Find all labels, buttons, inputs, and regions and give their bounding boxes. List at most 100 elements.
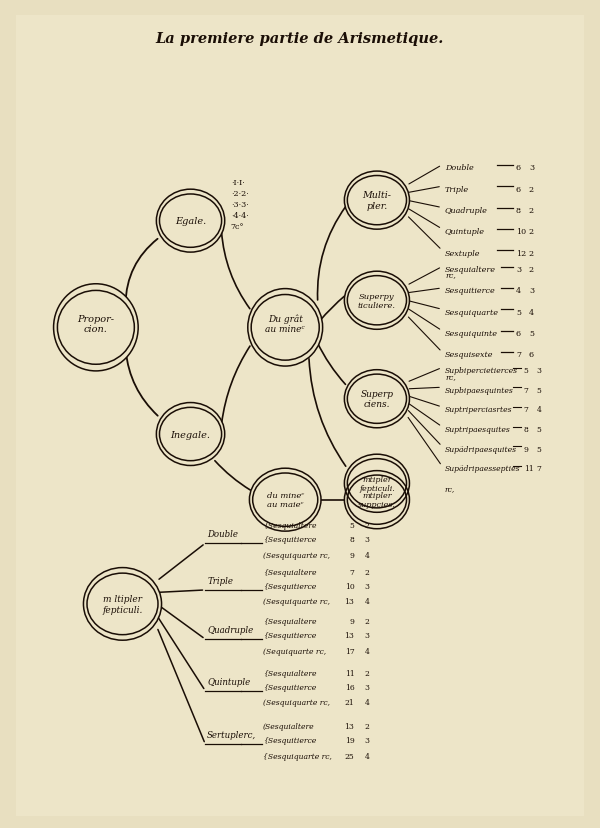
Text: 2: 2	[364, 568, 370, 576]
Text: 2: 2	[364, 669, 370, 677]
Text: rc,: rc,	[445, 271, 456, 279]
Text: {Sesquialtere: {Sesquialtere	[263, 568, 316, 576]
Ellipse shape	[83, 568, 161, 640]
Text: 4: 4	[364, 752, 370, 760]
Text: 19: 19	[344, 736, 355, 744]
Text: 17: 17	[344, 647, 355, 655]
Text: {Sesquitierce: {Sesquitierce	[263, 683, 316, 691]
Text: Propor-
cion.: Propor- cion.	[77, 314, 115, 334]
Text: 9: 9	[524, 445, 529, 453]
Ellipse shape	[157, 403, 225, 466]
Text: Sertuplerc,: Sertuplerc,	[207, 730, 256, 739]
Text: Sesquitierce: Sesquitierce	[445, 287, 496, 295]
Text: 4: 4	[536, 406, 542, 414]
Text: Double: Double	[207, 530, 238, 538]
Ellipse shape	[250, 469, 321, 532]
Text: (Sesquiquarte rc,: (Sesquiquarte rc,	[263, 551, 330, 559]
Text: Quadruple: Quadruple	[207, 625, 253, 634]
Ellipse shape	[157, 190, 225, 253]
Text: Sesquiquinte: Sesquiquinte	[445, 330, 498, 338]
Ellipse shape	[248, 289, 323, 367]
Text: mtipler
suppcies.: mtipler suppcies.	[358, 492, 396, 508]
Text: 5: 5	[516, 308, 521, 316]
Text: 13: 13	[344, 631, 355, 639]
Ellipse shape	[344, 455, 409, 513]
Text: 3: 3	[364, 736, 370, 744]
Text: 13: 13	[344, 598, 355, 606]
Text: 6: 6	[516, 164, 521, 172]
Text: Supbipaesquintes: Supbipaesquintes	[445, 386, 514, 394]
Text: rc,: rc,	[445, 484, 455, 493]
Text: 10: 10	[516, 228, 526, 236]
Text: 11: 11	[524, 465, 533, 473]
Text: 25: 25	[344, 752, 355, 760]
Text: Supãdripaessepties: Supãdripaessepties	[445, 465, 520, 473]
Text: Suptripaesquites: Suptripaesquites	[445, 426, 511, 434]
Ellipse shape	[344, 471, 409, 529]
Text: 10: 10	[344, 582, 355, 590]
Text: 2: 2	[529, 185, 534, 194]
Text: 6: 6	[516, 185, 521, 194]
Text: 7: 7	[350, 568, 355, 576]
Text: rc,: rc,	[445, 373, 456, 380]
Ellipse shape	[344, 272, 409, 330]
Text: (Sesquialtere: (Sesquialtere	[263, 722, 314, 730]
Text: {Sesquitierce: {Sesquitierce	[263, 736, 316, 744]
Text: 7: 7	[516, 351, 521, 359]
Text: 13: 13	[344, 722, 355, 730]
Text: 2: 2	[364, 722, 370, 730]
Text: 5: 5	[524, 367, 529, 374]
Ellipse shape	[344, 370, 409, 428]
Text: 7: 7	[536, 465, 542, 473]
Text: 3: 3	[364, 582, 370, 590]
Text: {Sesquialtere: {Sesquialtere	[263, 669, 316, 677]
Text: (Sesquiquarte rc,: (Sesquiquarte rc,	[263, 598, 330, 606]
Text: 3: 3	[536, 367, 542, 374]
Text: 4: 4	[364, 551, 370, 559]
Ellipse shape	[344, 172, 409, 230]
Text: Egale.: Egale.	[175, 217, 206, 226]
Text: 4: 4	[364, 699, 370, 706]
Text: Suptriperciasrtes: Suptriperciasrtes	[445, 406, 512, 414]
Text: 3: 3	[364, 683, 370, 691]
Text: Sextuple: Sextuple	[445, 249, 481, 258]
Text: m ltipler
fepticuli.: m ltipler fepticuli.	[103, 595, 143, 614]
Text: 4: 4	[529, 308, 534, 316]
Text: Du grât
au mineᶜ: Du grât au mineᶜ	[265, 314, 305, 334]
Text: Quadruple: Quadruple	[445, 207, 488, 214]
Text: Sesquialtere: Sesquialtere	[445, 266, 496, 274]
Text: 4: 4	[516, 287, 521, 295]
Ellipse shape	[53, 284, 138, 372]
Text: 2: 2	[364, 618, 370, 625]
Text: {Sesquiquarte rc,: {Sesquiquarte rc,	[263, 752, 332, 760]
Text: Superp
ciens.: Superp ciens.	[361, 389, 394, 409]
Text: {Sesquialtere: {Sesquialtere	[263, 618, 316, 625]
Text: Multi-
pler.: Multi- pler.	[362, 191, 391, 210]
Text: 2: 2	[529, 266, 534, 274]
Text: 3: 3	[529, 287, 534, 295]
Text: 16: 16	[344, 683, 355, 691]
Text: 4: 4	[364, 647, 370, 655]
Text: 6: 6	[529, 351, 534, 359]
Text: 8: 8	[350, 536, 355, 543]
Text: 11: 11	[344, 669, 355, 677]
Text: 5: 5	[536, 445, 542, 453]
Text: Supãdripaesquites: Supãdripaesquites	[445, 445, 517, 453]
Text: 2: 2	[529, 228, 534, 236]
Text: 5: 5	[350, 522, 355, 529]
Text: 7: 7	[524, 406, 529, 414]
Text: 8: 8	[524, 426, 529, 434]
Text: Superpy
ticuliere.: Superpy ticuliere.	[358, 292, 396, 310]
Text: 5: 5	[529, 330, 534, 338]
Text: 8: 8	[516, 207, 521, 214]
Text: 4: 4	[364, 598, 370, 606]
Text: 2: 2	[529, 249, 534, 258]
Text: mtipler
fepticuli.: mtipler fepticuli.	[359, 475, 395, 493]
Text: 21: 21	[344, 699, 355, 706]
Text: 3: 3	[364, 536, 370, 543]
Text: {Sesquialtere: {Sesquialtere	[263, 522, 316, 529]
Text: 7: 7	[524, 386, 529, 394]
Text: Inegale.: Inegale.	[170, 430, 211, 439]
Text: 12: 12	[516, 249, 526, 258]
Text: La premiere partie de Arismetique.: La premiere partie de Arismetique.	[156, 31, 444, 46]
